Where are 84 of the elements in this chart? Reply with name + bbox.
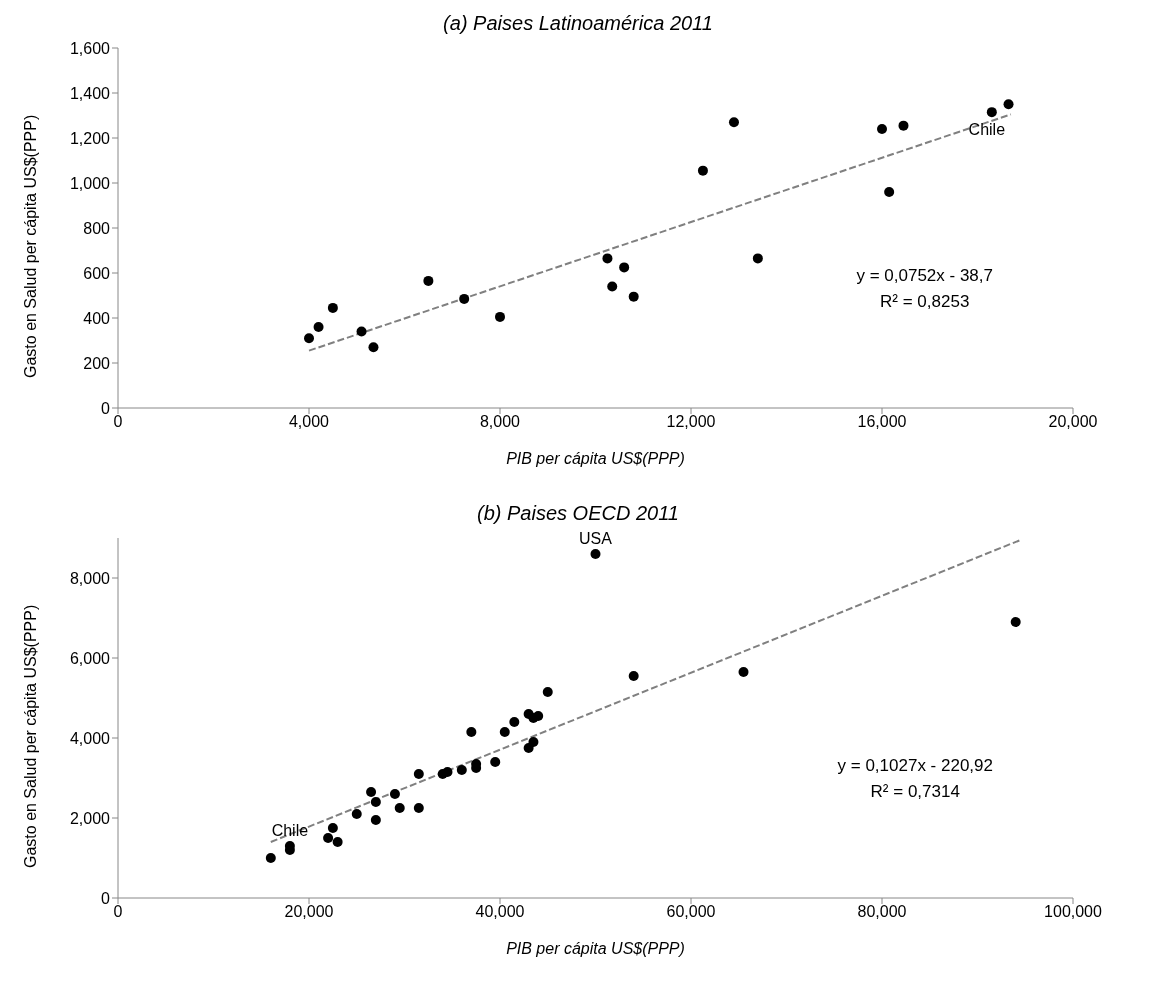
- point: [590, 549, 601, 559]
- y-tick-label: 1,400: [69, 84, 111, 102]
- annotation: R² = 0,7314: [869, 780, 961, 803]
- point: [413, 769, 424, 779]
- point: [528, 737, 539, 747]
- point: [356, 326, 367, 337]
- annotation: Chile: [271, 822, 309, 839]
- y-axis-title: Gasto en Salud per cápita US$(PPP): [21, 604, 39, 868]
- y-tick-label: 1,000: [69, 174, 111, 192]
- point: [327, 823, 338, 833]
- chart-title: (b) Paises OECD 2011: [476, 502, 680, 525]
- y-tick-label: 8,000: [69, 569, 111, 587]
- point: [265, 853, 276, 863]
- point: [490, 757, 501, 767]
- y-tick-label: 400: [83, 309, 111, 327]
- point: [728, 117, 739, 128]
- x-tick-label: 0: [113, 413, 123, 431]
- x-tick-label: 60,000: [666, 903, 716, 921]
- point: [738, 667, 749, 677]
- point: [304, 333, 314, 344]
- point: [509, 717, 520, 727]
- point: [884, 187, 895, 197]
- point: [394, 803, 405, 813]
- point: [366, 787, 377, 797]
- point: [351, 809, 362, 819]
- y-tick-label: 4,000: [69, 729, 111, 747]
- point: [466, 727, 477, 737]
- x-tick-label: 80,000: [857, 903, 907, 921]
- x-tick-label: 4,000: [288, 413, 330, 431]
- y-tick-label: 6,000: [69, 649, 111, 667]
- y-tick-label: 1,200: [69, 129, 111, 147]
- point: [423, 275, 434, 286]
- x-tick-label: 16,000: [857, 413, 907, 431]
- x-tick-label: 40,000: [475, 903, 525, 921]
- point: [495, 311, 505, 322]
- x-tick-label: 100,000: [1044, 903, 1103, 921]
- point: [323, 833, 334, 843]
- point: [313, 322, 324, 332]
- x-tick-label: 0: [113, 903, 123, 921]
- point: [542, 687, 553, 697]
- y-tick-label: 0: [101, 399, 111, 417]
- point: [370, 815, 381, 825]
- point: [986, 107, 997, 118]
- y-tick-label: 200: [83, 354, 111, 372]
- point: [1003, 99, 1014, 110]
- x-tick-label: 8,000: [479, 413, 521, 431]
- annotation: Chile: [968, 121, 1006, 139]
- point: [752, 253, 763, 264]
- point: [877, 124, 887, 134]
- x-tick-label: 20,000: [284, 903, 334, 921]
- point: [1010, 617, 1021, 627]
- chart-title: (a) Paises Latinoamérica 2011: [442, 12, 714, 35]
- point: [602, 253, 613, 264]
- point: [697, 165, 708, 176]
- y-tick-label: 800: [83, 219, 111, 237]
- annotation: y = 0,0752x - 38,7: [856, 264, 993, 287]
- point: [533, 711, 544, 721]
- point: [499, 727, 510, 737]
- point: [898, 120, 909, 131]
- annotation: y = 0,1027x - 220,92: [837, 754, 993, 777]
- point: [332, 837, 343, 847]
- point: [628, 671, 639, 681]
- x-axis-title: PIB per cápita US$(PPP): [506, 940, 685, 957]
- point: [389, 789, 400, 799]
- y-tick-label: 1,600: [69, 39, 111, 57]
- point: [413, 803, 424, 813]
- x-axis-title: PIB per cápita US$(PPP): [506, 450, 685, 467]
- annotation: R² = 0,8253: [879, 290, 971, 313]
- point: [456, 765, 467, 775]
- annotation: USA: [579, 530, 613, 547]
- y-axis-title: Gasto en Salud per cápita US$(PPP): [21, 114, 39, 378]
- x-tick-label: 20,000: [1048, 413, 1098, 431]
- point: [619, 262, 630, 273]
- point: [459, 293, 470, 304]
- point: [628, 291, 639, 302]
- x-tick-label: 12,000: [666, 413, 716, 431]
- y-tick-label: 600: [83, 264, 111, 282]
- y-tick-label: 2,000: [69, 809, 111, 827]
- point: [327, 302, 338, 313]
- point: [442, 767, 453, 777]
- point: [370, 797, 381, 807]
- y-tick-label: 0: [101, 889, 111, 907]
- point: [368, 342, 379, 353]
- point: [607, 281, 618, 292]
